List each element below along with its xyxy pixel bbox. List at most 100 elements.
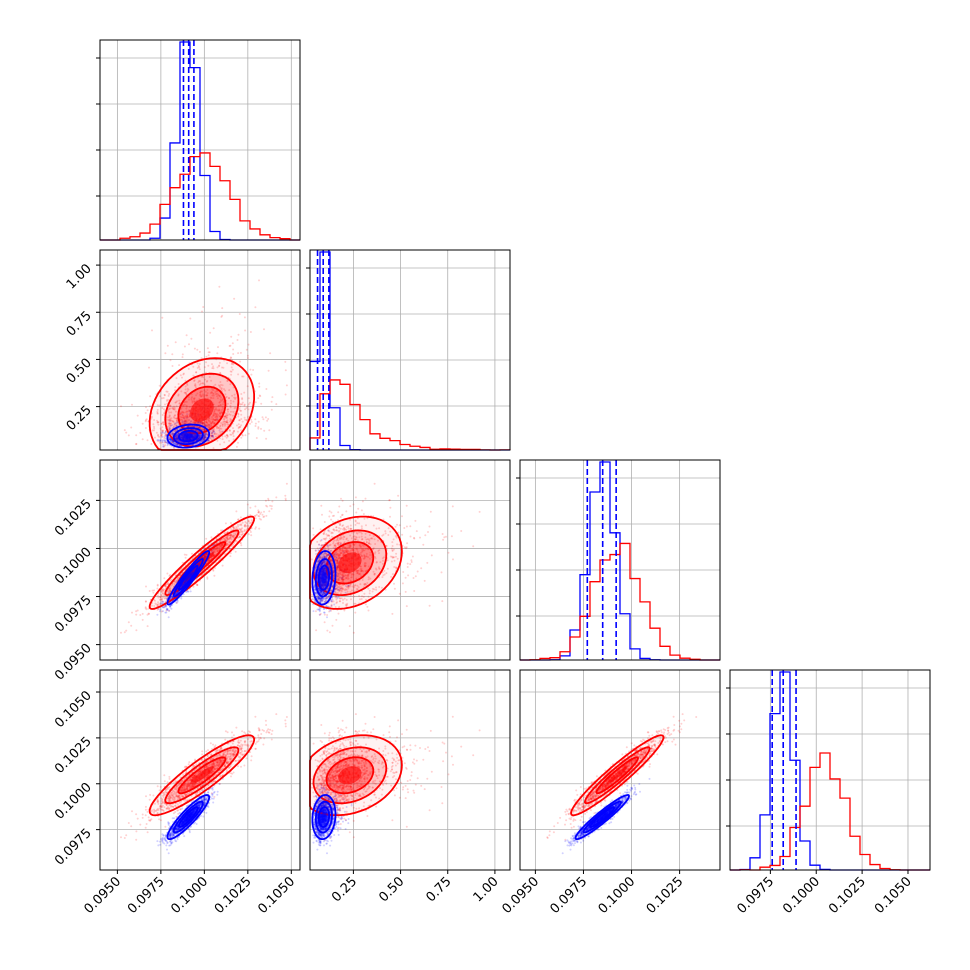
scatter-point xyxy=(188,414,191,417)
scatter-point xyxy=(212,430,215,432)
scatter-point xyxy=(229,433,232,436)
scatter-point xyxy=(208,420,211,423)
scatter-point xyxy=(247,432,250,435)
scatter-point xyxy=(284,369,287,372)
scatter-point xyxy=(241,403,244,406)
scatter-point xyxy=(173,408,176,411)
scatter-point xyxy=(229,555,232,558)
scatter-point xyxy=(198,421,201,424)
scatter-point xyxy=(243,391,246,394)
scatter-point xyxy=(267,369,270,372)
scatter-point xyxy=(221,366,223,369)
scatter-point xyxy=(255,437,258,439)
scatter-point xyxy=(258,510,260,513)
scatter-point xyxy=(221,307,224,310)
scatter-point xyxy=(223,441,226,444)
scatter-point xyxy=(146,409,149,412)
scatter-point xyxy=(200,390,202,393)
scatter-point xyxy=(198,394,201,396)
scatter-point xyxy=(213,414,216,417)
scatter-point xyxy=(130,624,133,627)
scatter-point xyxy=(229,383,232,386)
scatter-point xyxy=(162,429,164,432)
scatter-point xyxy=(243,316,246,319)
scatter-point xyxy=(172,416,175,419)
scatter-point xyxy=(193,400,196,403)
scatter-point xyxy=(241,433,244,436)
scatter-point xyxy=(285,482,288,485)
scatter-point xyxy=(219,412,221,415)
scatter-point xyxy=(168,429,171,432)
scatter-point xyxy=(193,347,196,350)
scatter-point xyxy=(211,420,214,423)
scatter-point xyxy=(192,421,195,424)
scatter-point xyxy=(222,407,225,410)
scatter-point xyxy=(260,511,263,514)
scatter-point xyxy=(169,428,172,431)
scatter-point xyxy=(270,505,273,508)
scatter-point xyxy=(224,389,227,392)
scatter-point xyxy=(156,587,159,590)
scatter-point xyxy=(212,414,215,417)
scatter-point xyxy=(219,411,222,414)
scatter-point xyxy=(162,421,165,424)
scatter-point xyxy=(210,434,213,437)
panel-frame xyxy=(729,669,931,871)
scatter-point xyxy=(215,413,217,416)
scatter-point xyxy=(144,600,147,603)
scatter-point xyxy=(156,410,159,413)
scatter-point xyxy=(210,536,213,539)
scatter-point xyxy=(176,421,179,424)
scatter-point xyxy=(233,396,236,399)
scatter-point xyxy=(245,348,248,351)
scatter-point xyxy=(200,357,203,360)
scatter-point xyxy=(230,363,233,366)
scatter-point xyxy=(157,423,160,426)
scatter-point xyxy=(225,434,228,436)
scatter-point xyxy=(209,331,212,334)
scatter-point xyxy=(231,342,234,345)
scatter-point xyxy=(198,426,200,429)
scatter-point xyxy=(247,343,250,346)
scatter-point xyxy=(183,553,186,556)
scatter-point xyxy=(146,439,149,442)
scatter-point xyxy=(202,382,205,385)
scatter-point xyxy=(229,418,232,420)
scatter-point xyxy=(229,522,232,524)
scatter-point xyxy=(252,369,255,371)
scatter-point xyxy=(264,416,267,419)
scatter-point xyxy=(187,388,190,391)
scatter-point xyxy=(226,421,229,424)
scatter-point xyxy=(201,310,203,313)
scatter-point xyxy=(199,421,202,424)
scatter-point xyxy=(257,427,260,430)
scatter-point xyxy=(206,394,209,397)
scatter-point xyxy=(228,397,230,399)
scatter-point xyxy=(241,434,244,437)
scatter-point xyxy=(229,413,232,416)
scatter-point xyxy=(284,494,287,497)
scatter-point xyxy=(221,405,224,408)
scatter-point xyxy=(210,418,213,421)
scatter-point xyxy=(198,368,201,371)
scatter-point xyxy=(266,505,269,508)
scatter-point xyxy=(225,420,228,423)
scatter-point xyxy=(262,418,265,421)
scatter-point xyxy=(157,433,160,436)
scatter-point xyxy=(209,392,212,395)
scatter-point xyxy=(212,569,215,572)
scatter-point xyxy=(265,437,268,440)
scatter-point xyxy=(168,415,171,418)
scatter-point xyxy=(219,372,222,375)
scatter-point xyxy=(169,359,172,362)
scatter-point xyxy=(218,394,221,397)
scatter-point xyxy=(194,384,197,387)
scatter-point xyxy=(155,431,158,434)
scatter-point xyxy=(178,364,181,367)
scatter-point xyxy=(175,424,178,427)
scatter-point xyxy=(241,398,244,401)
scatter-point xyxy=(171,441,174,444)
scatter-point xyxy=(205,421,208,424)
scatter-point xyxy=(285,384,288,387)
